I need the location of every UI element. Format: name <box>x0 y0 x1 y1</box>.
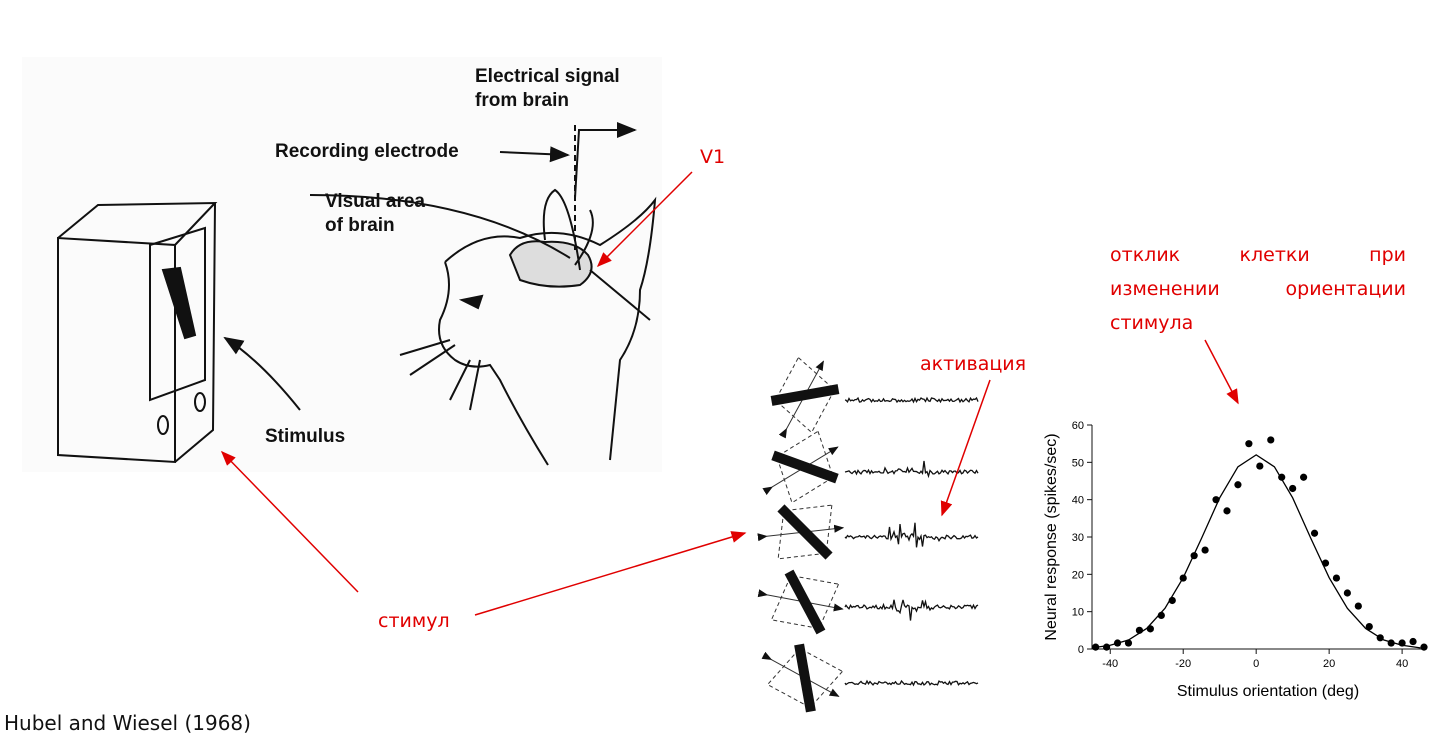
x-tick-label: 20 <box>1323 658 1335 670</box>
y-tick-label: 0 <box>1078 644 1084 656</box>
data-point <box>1256 462 1264 470</box>
x-tick-label: -40 <box>1102 658 1118 670</box>
stimulus-icon <box>757 504 845 560</box>
data-point <box>1420 643 1428 651</box>
illustration-label: Recording electrode <box>275 141 459 162</box>
data-point <box>1354 602 1362 610</box>
data-point <box>1223 507 1231 515</box>
spike-trace <box>844 679 979 687</box>
cat <box>223 122 657 466</box>
stimulus-bar <box>794 643 816 713</box>
fit-curve <box>1091 454 1421 649</box>
y-tick-label: 60 <box>1072 420 1084 432</box>
y-tick-label: 30 <box>1072 532 1084 544</box>
trace-panel <box>757 356 979 713</box>
stimulus-icon <box>770 356 840 439</box>
illustration-label: Stimulus <box>265 426 345 447</box>
x-tick-label: 0 <box>1253 658 1259 670</box>
data-point <box>1300 473 1308 481</box>
annotation: стимул <box>378 610 450 632</box>
y-tick-label: 40 <box>1072 495 1084 507</box>
data-point <box>1113 639 1122 647</box>
orientation-frame <box>770 574 840 630</box>
data-point <box>1310 529 1319 537</box>
stimulus-bar <box>771 450 839 484</box>
illustration-label: Visual area <box>325 191 425 212</box>
data-point <box>1321 559 1330 567</box>
data-point <box>1267 436 1275 444</box>
orientation-frame <box>777 504 833 560</box>
data-point <box>1146 625 1154 633</box>
y-tick-label: 10 <box>1072 607 1084 619</box>
stimulus-bar <box>784 569 826 635</box>
data-point <box>1387 639 1395 647</box>
footer: Hubel and Wiesel (1968) <box>4 711 251 735</box>
annotation: отклик клетки при изменении ориентации с… <box>1110 244 1406 334</box>
stimulus-bar <box>777 504 833 560</box>
x-axis-label: Stimulus orientation (deg) <box>1177 683 1359 700</box>
monitor <box>57 201 218 464</box>
annotation-arrows <box>220 171 1239 616</box>
data-point <box>1376 634 1384 642</box>
data-point <box>1398 639 1406 647</box>
x-tick-label: 40 <box>1396 658 1408 670</box>
data-point <box>1135 626 1144 634</box>
data-point <box>1157 611 1165 620</box>
chart: 0 10 20 30 40 50 60 -40 -20 0 20 40 Stimulus orienta… <box>1043 420 1428 700</box>
data-point <box>1245 440 1253 448</box>
data-point <box>1343 589 1351 597</box>
data-point <box>1124 639 1133 647</box>
illustration-label: of brain <box>325 215 395 236</box>
data-point <box>1102 643 1111 651</box>
y-axis-label: Neural response (spikes/sec) <box>1043 433 1060 640</box>
stimulus-icon <box>761 643 844 713</box>
data-point <box>1332 574 1341 582</box>
x-tick-label: -20 <box>1175 658 1191 670</box>
data-point <box>1365 623 1373 631</box>
annotation: активация <box>920 353 1026 375</box>
data-point <box>1168 596 1176 605</box>
stimulus-bar <box>770 384 840 406</box>
data-point <box>1201 546 1209 554</box>
data-point <box>1179 574 1187 582</box>
annotation: V1 <box>700 146 725 168</box>
y-tick-label: 20 <box>1072 569 1084 581</box>
spike-trace <box>844 396 979 404</box>
data-point <box>1190 552 1198 560</box>
y-tick-label: 50 <box>1072 457 1084 469</box>
illustration-label: Electrical signal <box>475 66 620 87</box>
stimulus-icon <box>762 430 839 504</box>
data-point <box>1409 637 1417 646</box>
spike-trace <box>844 599 979 621</box>
spike-trace <box>844 460 979 479</box>
data-point <box>1092 643 1100 651</box>
data-point <box>1289 484 1297 493</box>
stimulus-icon <box>757 569 844 635</box>
data-point <box>1278 473 1286 481</box>
data-point <box>1212 496 1220 504</box>
illustration-label: from brain <box>475 90 569 111</box>
data-point <box>1234 481 1242 489</box>
spike-trace <box>844 522 979 548</box>
